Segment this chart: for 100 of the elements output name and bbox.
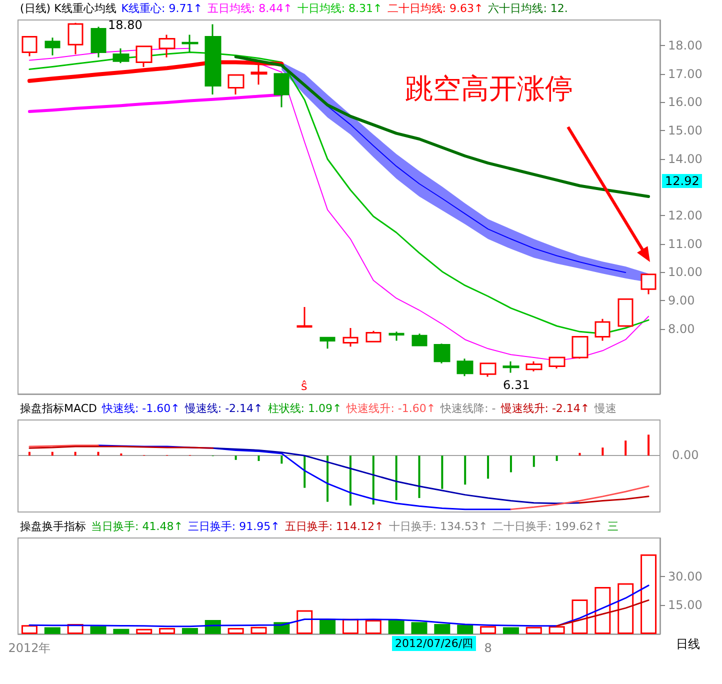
bar [602,448,604,456]
bar [556,456,558,461]
chart-title: 操盘指标MACD [20,402,97,415]
annotation: 跳空高开涨停 [405,71,573,107]
candlestick [456,358,474,377]
bar [159,628,176,634]
candlestick [342,327,358,348]
text: 快速线降: - [440,402,496,415]
bar [487,456,490,479]
text: 12.92 [662,174,702,188]
text: 五日换手: 114.12↑ [284,520,384,533]
bar [395,456,398,500]
candlestick [296,306,312,328]
bar [250,626,267,634]
text: 当日换手: 41.48↑ [91,520,183,533]
candlestick [412,332,428,346]
bar [280,456,283,464]
candlestick [526,360,542,372]
y-tick-label: 15.00 [668,598,702,612]
text: 0.00 [672,448,699,462]
bar [594,586,611,634]
candlestick [22,36,38,58]
bar [113,628,130,634]
candlestick [158,34,176,58]
bar [624,440,627,456]
bar [526,626,542,634]
bar [502,627,519,634]
annotation: ŝ [301,379,308,393]
text: 2012/07/26/四 [392,636,476,651]
bar [441,456,444,489]
y-tick-label: 17.00 [668,66,702,81]
line-series [234,55,650,198]
bar [90,626,106,634]
candlestick [68,22,84,56]
bar [136,628,152,634]
bar [388,620,404,634]
y-tick-label: 15.00 [668,124,702,138]
bar [258,456,260,461]
chart-title: 操盘换手指标 [20,520,86,533]
bar [457,624,474,634]
annotation: 18.80 [108,18,142,32]
y-tick-label: 18.00 [668,38,702,52]
text: 三 [608,520,619,533]
chart-title: (日线) K线重心均线 [20,2,116,15]
text: 五日均线: 8.44↑ [207,2,292,15]
bar [578,452,581,456]
text: 柱状线: 1.09↑ [268,402,342,415]
bar [120,453,122,456]
bar [640,554,657,634]
candlestick [548,356,566,370]
candlestick [366,330,382,342]
bar [28,452,30,456]
bar [434,624,450,634]
bar [234,456,237,460]
y-tick-label: 11.00 [668,236,702,251]
bar [411,622,428,634]
bar [304,456,306,488]
text: K线重心: 9.71↑ [121,2,202,15]
y-tick-label: 10.00 [668,265,702,280]
bar [228,628,244,634]
bar [349,456,352,506]
bar [510,456,512,472]
x-tick-label: 8 [484,641,492,655]
candlestick [388,330,404,342]
bar [532,456,535,467]
bar [51,452,54,456]
text: 十日换手: 134.53↑ [388,520,488,533]
bar [296,610,313,634]
text: 六十日均线: 12. [488,2,568,15]
text: 快速线升: -1.60↑ [346,402,436,415]
bar [648,434,650,456]
candlestick [44,36,60,56]
text: 慢速线: -2.14↑ [184,402,263,415]
x-tick-label: 2012年 [8,641,51,655]
bar [618,583,634,634]
candlestick [204,24,222,96]
line-series [556,599,650,627]
candlestick [594,318,610,342]
text: 三日换手: 91.95↑ [188,520,280,533]
candlestick [640,274,656,296]
candlestick [480,362,496,378]
text: 慢速 [594,402,617,415]
line-series [28,93,284,114]
candlestick [572,336,588,360]
bar [464,456,466,485]
candlestick [112,48,130,64]
y-tick-label: 9.00 [668,294,695,308]
bar [480,626,496,634]
y-tick-label: 30.00 [668,569,702,584]
text: 二十日换手: 199.62↑ [492,520,603,533]
candlestick [274,73,290,108]
candlestick [90,26,106,58]
bar [74,452,76,456]
bar [182,628,198,634]
y-tick-label: 12.00 [668,208,702,222]
candlestick [434,342,450,364]
bar [97,452,100,456]
bar [342,618,358,634]
candlestick [502,360,520,374]
bar [572,599,588,634]
